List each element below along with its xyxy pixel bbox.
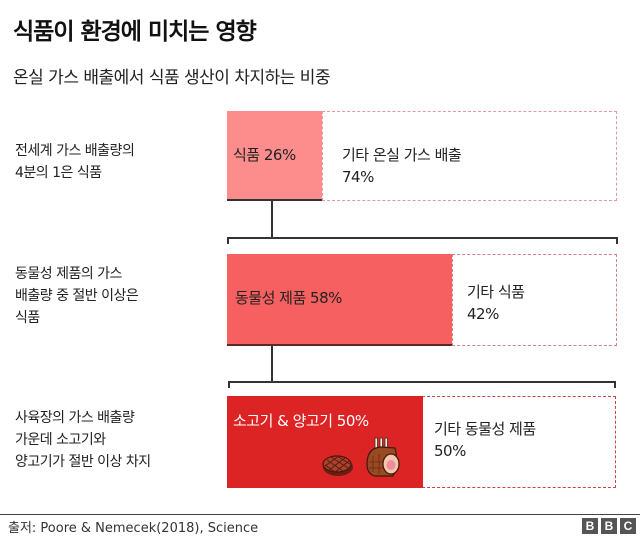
row-1-rest-label: 기타 온실 가스 배출 74% — [342, 146, 462, 186]
connector-2-left-tick — [228, 381, 230, 388]
page-title: 식품이 환경에 미치는 영향 — [13, 19, 257, 45]
bbc-logo-c: C — [620, 518, 636, 534]
bbc-logo-b1: B — [582, 518, 598, 534]
source-credit: 출저: Poore & Nemecek(2018), Science — [8, 521, 259, 536]
connector-1-right-tick — [616, 237, 618, 244]
connector-1-left-tick — [227, 237, 229, 244]
connector-1-stem — [271, 201, 273, 238]
connector-2-bracket — [228, 381, 616, 383]
row-3-rest-label: 기타 동물성 제품 50% — [434, 420, 536, 460]
row-1-rest-box — [322, 111, 617, 201]
row-2-annotation: 동물성 제품의 가스 배출량 중 절반 이상은 식품 — [15, 266, 139, 326]
ham-icon — [366, 437, 400, 477]
footer-divider — [0, 514, 640, 515]
row-1-food-bar: 식품 26% — [227, 111, 322, 201]
row-1-food-label: 식품 26% — [233, 146, 296, 164]
connector-1-bracket — [227, 237, 618, 239]
row-3-annotation: 사육장의 가스 배출량 가운데 소고기와 양고기가 절반 이상 차지 — [15, 410, 151, 470]
bbc-logo: B B C — [582, 518, 636, 534]
row-2-animal-label: 동물성 제품 58% — [235, 289, 342, 307]
row-2-animal-bar: 동물성 제품 58% — [227, 254, 452, 346]
row-2-rest-label: 기타 식품 42% — [467, 283, 525, 323]
connector-2-stem — [271, 346, 273, 381]
connector-2-right-tick — [614, 381, 616, 388]
page-subtitle: 온실 가스 배출에서 식품 생산이 차지하는 비중 — [13, 68, 331, 88]
bbc-logo-b2: B — [601, 518, 617, 534]
row-1-annotation: 전세계 가스 배출량의 4분의 1은 식품 — [15, 143, 135, 181]
steak-icon — [322, 455, 353, 476]
row-3-beef-lamb-bar: 소고기 & 양고기 50% — [227, 396, 423, 488]
row-3-beef-lamb-label: 소고기 & 양고기 50% — [233, 412, 369, 430]
row-2-rest-box — [452, 254, 617, 346]
